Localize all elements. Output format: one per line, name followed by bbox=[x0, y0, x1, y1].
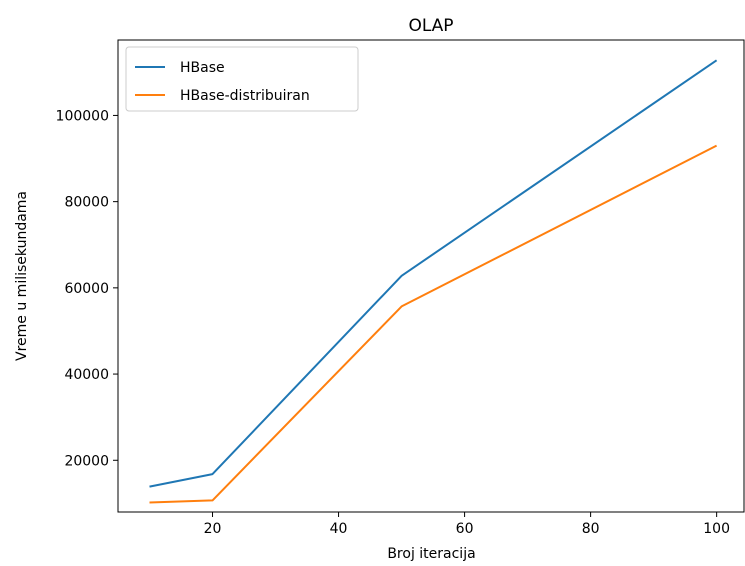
y-tick-label: 80000 bbox=[64, 195, 109, 211]
x-axis-ticks: 20 40 60 80 100 bbox=[204, 512, 730, 537]
series-line-2 bbox=[149, 144, 718, 504]
legend-label-1: HBase bbox=[180, 60, 225, 76]
y-tick-label: 100000 bbox=[56, 108, 109, 124]
x-tick-label: 80 bbox=[582, 521, 600, 537]
legend-label-2: HBase-distribuiran bbox=[180, 88, 310, 104]
chart-title: OLAP bbox=[408, 16, 453, 36]
y-tick-label: 40000 bbox=[64, 367, 109, 383]
y-axis-ticks: 20000 40000 60000 80000 100000 bbox=[56, 108, 118, 469]
y-axis-label: Vreme u milisekundama bbox=[14, 191, 30, 361]
series-layer bbox=[149, 59, 718, 504]
x-axis-label: Broj iteracija bbox=[387, 546, 475, 562]
x-tick-label: 60 bbox=[456, 521, 474, 537]
y-tick-label: 60000 bbox=[64, 281, 109, 297]
y-tick-label: 20000 bbox=[64, 453, 109, 469]
x-tick-label: 20 bbox=[204, 521, 222, 537]
legend-box bbox=[125, 46, 359, 112]
series-line-1 bbox=[149, 59, 718, 488]
x-tick-label: 40 bbox=[330, 521, 348, 537]
x-tick-label: 100 bbox=[703, 521, 730, 537]
plot-area bbox=[117, 39, 745, 513]
legend: HBase HBase-distribuiran bbox=[125, 46, 359, 112]
axes-frame bbox=[117, 39, 745, 513]
